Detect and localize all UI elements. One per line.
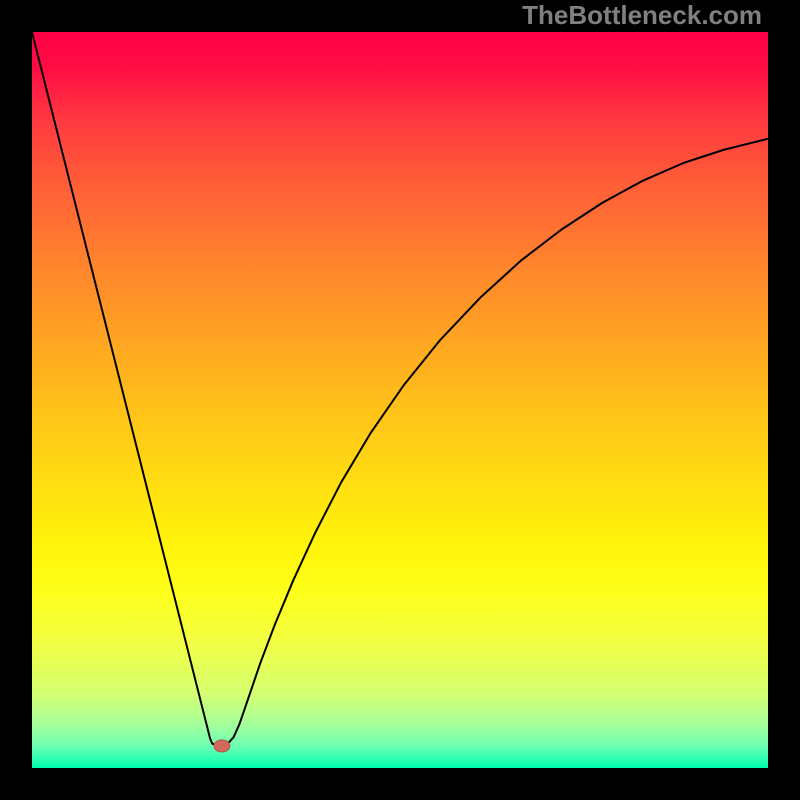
chart-frame: TheBottleneck.com [0,0,800,800]
watermark-text: TheBottleneck.com [522,0,762,31]
heat-gradient-background [32,32,768,768]
